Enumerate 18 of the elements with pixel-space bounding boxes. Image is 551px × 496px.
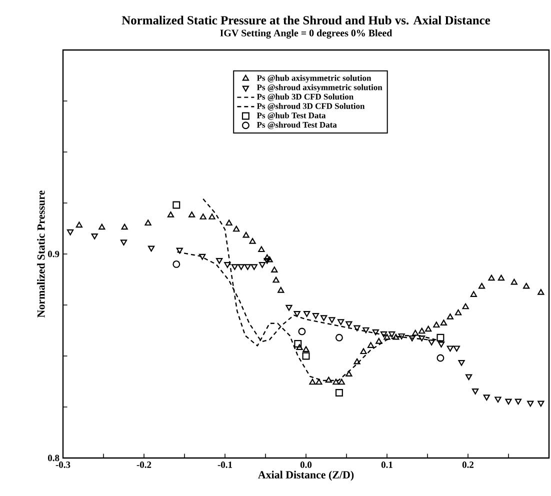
- y-tick-label: 0.8: [48, 454, 60, 462]
- x-tick-label: 0.1: [381, 462, 392, 468]
- x-tick-label: -0.2: [136, 462, 152, 468]
- legend-label: Ps @hub Test Data: [256, 112, 326, 120]
- legend-label: Ps @shroud Test Data: [256, 122, 337, 130]
- x-tick-label: 0.2: [462, 462, 474, 468]
- y-tick-label: 0.9: [48, 250, 60, 258]
- legend-label: Ps @shroud axisymmetric solution: [256, 84, 382, 92]
- chart-subtitle: IGV Setting Angle = 0 degrees 0% Bleed: [220, 29, 392, 39]
- x-tick-label: -0.1: [218, 462, 232, 468]
- x-tick-label: -0.3: [56, 462, 70, 468]
- legend-label: Ps @shroud 3D CFD Solution: [256, 102, 365, 110]
- x-axis-title: Axial Distance (Z/D): [258, 470, 354, 481]
- x-tick-label: 0.0: [300, 462, 312, 468]
- legend-label: Ps @hub axisymmetric solution: [256, 74, 372, 83]
- legend-label: Ps @hub 3D CFD Solution: [256, 94, 354, 102]
- y-axis-title: Normalized Static Pressure: [37, 190, 45, 318]
- chart-title: Normalized Static Pressure at the Shroud and Hub vs. Axial Distance: [122, 16, 490, 25]
